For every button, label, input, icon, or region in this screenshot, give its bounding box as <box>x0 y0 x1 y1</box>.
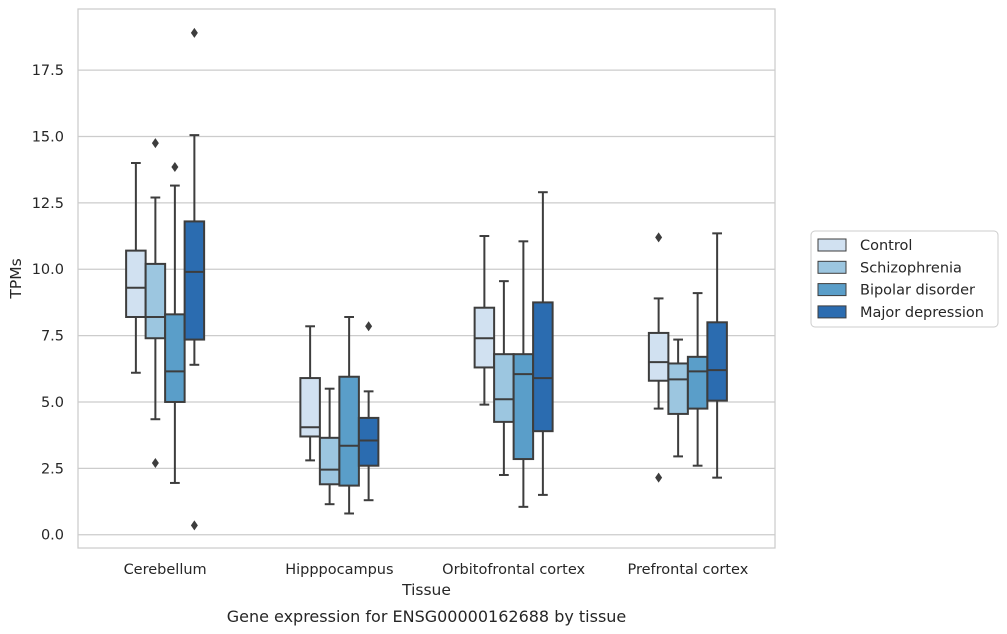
box-control <box>299 325 321 462</box>
box-body <box>183 220 206 341</box>
legend-label: Major depression <box>860 305 984 321</box>
outlier-point <box>655 472 663 483</box>
box-body <box>647 331 670 382</box>
box-schizophrenia <box>318 387 341 506</box>
y-tick-label: 17.5 <box>32 63 64 79</box>
box-major-depression <box>532 191 554 496</box>
box-body <box>667 362 689 415</box>
legend-frame <box>810 230 999 328</box>
outlier-point <box>190 520 198 531</box>
y-tick-label: 2.5 <box>41 461 64 477</box>
box-bipolar-disorder <box>512 240 535 508</box>
box-body <box>512 353 535 461</box>
box-body <box>164 313 186 403</box>
legend-swatch <box>817 260 847 274</box>
box-control <box>125 162 147 374</box>
outlier-point <box>365 321 373 332</box>
y-axis-label: TPMs <box>7 258 25 299</box>
box-body <box>125 249 147 319</box>
plot-frame <box>77 8 776 549</box>
y-tick-label: 7.5 <box>41 329 64 345</box>
box-major-depression <box>183 27 206 531</box>
box-control <box>647 232 670 483</box>
box-body <box>338 375 360 487</box>
box-schizophrenia <box>493 280 515 476</box>
legend-label: Control <box>860 238 912 254</box>
box-bipolar-disorder <box>164 161 186 484</box>
x-tick-label: Orbitofrontal cortex <box>442 562 585 578</box>
box-schizophrenia <box>144 138 167 469</box>
box-control <box>473 235 496 406</box>
y-tick-label: 10.0 <box>32 262 64 278</box>
legend-swatch <box>817 305 847 319</box>
y-tick-label: 0.0 <box>41 528 64 544</box>
box-bipolar-disorder <box>338 316 360 515</box>
box-body <box>532 301 554 433</box>
y-tick-label: 15.0 <box>32 129 64 145</box>
y-axis-ticks: 0.0 2.5 5.0 7.5 10.0 12.5 15.0 17.5 <box>32 63 64 544</box>
grid-lines <box>78 69 775 536</box>
outlier-point <box>655 232 663 243</box>
legend-label: Bipolar disorder <box>860 283 975 299</box>
plot-area <box>125 27 728 531</box>
box-body <box>686 355 709 410</box>
chart-caption: Gene expression for ENSG00000162688 by t… <box>227 607 627 626</box>
box-body <box>493 353 515 423</box>
x-tick-label: Hipppocampus <box>285 562 393 578</box>
legend-label: Schizophrenia <box>860 260 962 276</box>
box-body <box>144 262 167 340</box>
outlier-point <box>151 458 159 469</box>
x-axis-ticks: Cerebellum Hipppocampus Orbitofrontal cort… <box>124 562 749 578</box>
box-bipolar-disorder <box>686 292 709 467</box>
outlier-point <box>171 161 179 172</box>
x-axis-label: Tissue <box>401 581 451 599</box>
box-body <box>706 321 728 402</box>
x-tick-label: Prefrontal cortex <box>627 562 748 578</box>
legend-swatch <box>817 283 847 297</box>
box-body <box>299 377 321 438</box>
box-major-depression <box>706 232 728 479</box>
outlier-point <box>190 27 198 38</box>
box-body <box>318 436 341 486</box>
outlier-point <box>151 138 159 149</box>
x-tick-label: Cerebellum <box>124 562 207 578</box>
y-tick-label: 5.0 <box>41 395 64 411</box>
legend-swatch <box>817 238 847 252</box>
box-schizophrenia <box>667 338 689 458</box>
box-major-depression <box>357 321 380 502</box>
legend: Control Schizophrenia Bipolar disorder Majo… <box>810 230 999 328</box>
y-tick-label: 12.5 <box>32 196 64 212</box>
box-body <box>357 416 380 467</box>
